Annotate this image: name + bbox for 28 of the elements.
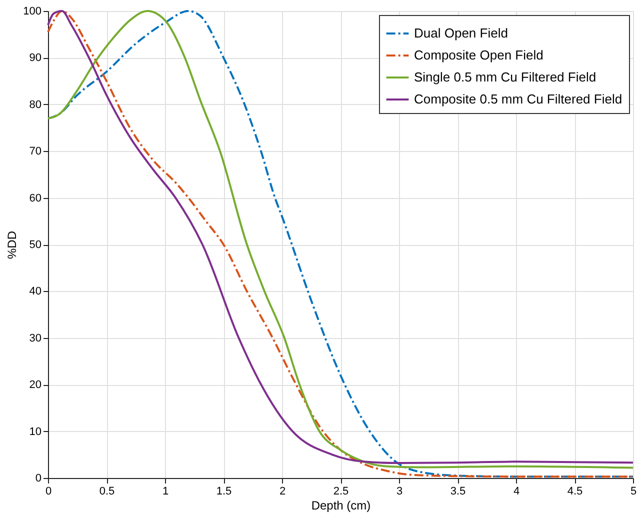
y-tick-label: 30 bbox=[29, 332, 42, 344]
x-tick-label: 3.5 bbox=[450, 486, 466, 498]
x-tick-label: 4.5 bbox=[567, 486, 583, 498]
y-tick-label: 0 bbox=[35, 472, 42, 484]
y-tick-label: 80 bbox=[29, 98, 42, 111]
legend-label: Single 0.5 mm Cu Filtered Field bbox=[414, 70, 596, 84]
y-axis-title: %DD bbox=[5, 230, 20, 260]
y-tick-label: 40 bbox=[29, 286, 42, 298]
legend-label: Composite 0.5 mm Cu Filtered Field bbox=[414, 92, 622, 106]
x-tick-label: 1.5 bbox=[216, 486, 232, 498]
legend-label: Dual Open Field bbox=[414, 26, 508, 40]
y-tick-label: 100 bbox=[23, 6, 42, 18]
x-tick-label: 5 bbox=[630, 486, 637, 498]
x-tick-label: 3 bbox=[396, 486, 403, 498]
y-tick-label: 20 bbox=[29, 379, 42, 392]
y-tick-label: 90 bbox=[29, 52, 42, 64]
x-tick-label: 1 bbox=[162, 486, 169, 498]
x-tick-label: 2 bbox=[279, 486, 286, 498]
legend-label: Composite Open Field bbox=[414, 48, 544, 62]
x-tick-label: 2.5 bbox=[333, 486, 349, 498]
y-tick-label: 10 bbox=[29, 426, 42, 438]
y-tick-label: 70 bbox=[29, 146, 42, 158]
x-axis-title: Depth (cm) bbox=[311, 498, 371, 512]
y-tick-label: 50 bbox=[29, 239, 42, 251]
x-tick-label: 0 bbox=[45, 486, 52, 498]
y-tick-label: 60 bbox=[29, 192, 42, 204]
x-tick-label: 0.5 bbox=[99, 486, 115, 498]
x-tick-label: 4 bbox=[513, 486, 520, 498]
